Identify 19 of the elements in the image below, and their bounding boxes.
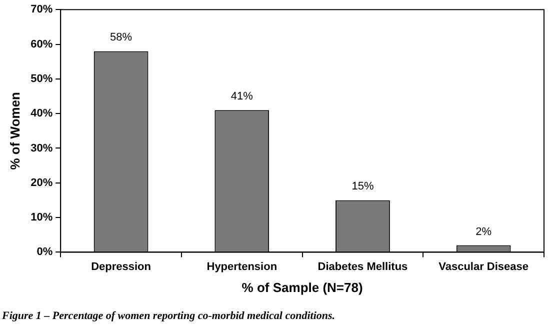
y-axis-title: % of Women [7,92,22,170]
y-tick-label: 30% [30,142,53,154]
y-tick-label: 40% [30,108,53,120]
x-tick-label: Hypertension [206,260,278,273]
y-tick-label: 60% [30,38,53,50]
y-tick-label: 10% [30,212,53,224]
y-tick-label: 0% [36,246,53,258]
caption: Figure 1 – Percentage of women reporting co-morbid medical conditions. [2,310,336,322]
x-tick-label: Diabetes Mellitus [318,260,408,273]
y-tick-label: 20% [30,176,53,189]
data-label: 41% [230,90,254,103]
x-axis-title: % of Sample (N=78) [242,280,363,295]
x-tick-label: Depression [91,260,152,273]
data-label: 58% [110,32,132,44]
y-tick-label: 50% [30,72,53,85]
x-tick-label: Vascular Disease [438,260,529,273]
data-label: 2% [476,226,492,238]
y-tick-label: 70% [30,4,53,16]
data-label: 15% [352,180,374,193]
